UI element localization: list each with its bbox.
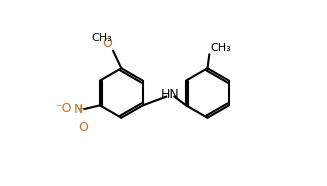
Text: CH₃: CH₃ xyxy=(92,33,112,43)
Text: O: O xyxy=(78,121,88,134)
Text: N: N xyxy=(74,102,83,116)
Text: ⁻O: ⁻O xyxy=(55,102,72,115)
Text: +: + xyxy=(76,104,83,113)
Text: O: O xyxy=(102,37,112,50)
Text: CH₃: CH₃ xyxy=(210,43,231,53)
Text: HN: HN xyxy=(161,88,179,101)
